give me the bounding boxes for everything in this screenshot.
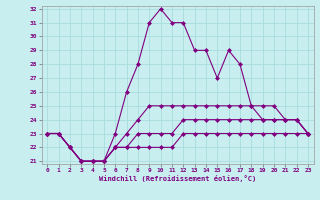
X-axis label: Windchill (Refroidissement éolien,°C): Windchill (Refroidissement éolien,°C) (99, 175, 256, 182)
